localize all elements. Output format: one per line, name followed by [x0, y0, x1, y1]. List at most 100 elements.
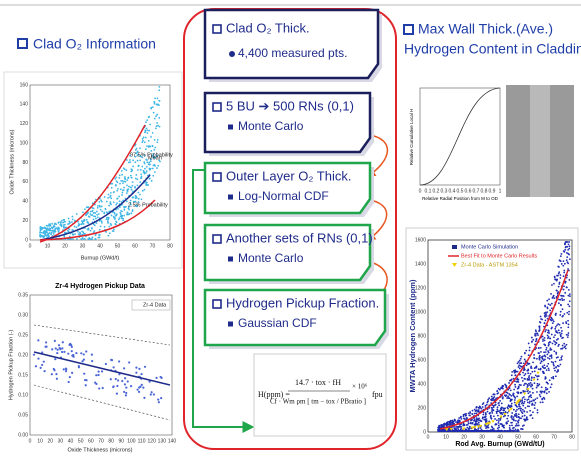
scatter-dot — [474, 430, 476, 432]
x-tick-label: 110 — [138, 438, 146, 444]
scatter-dot — [62, 341, 64, 343]
scatter-dot — [100, 209, 102, 211]
scatter-dot — [455, 426, 457, 428]
scatter-dot — [522, 372, 524, 374]
bullet-dot — [229, 51, 235, 57]
scatter-dot — [518, 416, 520, 418]
plot-area — [428, 240, 572, 432]
scatter-dot — [97, 205, 99, 207]
scatter-dot — [119, 217, 121, 219]
y-tick-label: 800 — [418, 333, 427, 339]
scatter-dot — [557, 345, 559, 347]
scatter-dot — [137, 389, 139, 391]
scatter-dot — [538, 330, 540, 332]
scatter-dot — [63, 221, 65, 223]
scatter-dot — [135, 372, 137, 374]
scatter-dot — [528, 379, 530, 381]
scatter-dot — [553, 336, 555, 338]
scatter-dot — [460, 429, 462, 431]
scatter-dot — [128, 214, 130, 216]
scatter-dot — [528, 343, 530, 345]
scatter-dot — [109, 203, 111, 205]
scatter-dot — [88, 227, 90, 229]
scatter-dot — [546, 365, 548, 367]
x-axis-label: Oxide Thickness (microns) — [68, 447, 133, 453]
scatter-dot — [537, 412, 539, 414]
scatter-dot — [537, 334, 539, 336]
scatter-dot — [154, 147, 156, 149]
scatter-dot — [493, 405, 495, 407]
scatter-dot — [543, 364, 545, 366]
scatter-dot — [115, 378, 117, 380]
x-tick-label: 40 — [497, 434, 503, 440]
scatter-dot — [529, 350, 531, 352]
scatter-dot — [468, 414, 470, 416]
scatter-dot — [467, 424, 469, 426]
scatter-dot — [511, 425, 513, 427]
scatter-dot — [468, 428, 470, 430]
scatter-dot — [561, 330, 563, 332]
scatter-dot — [121, 380, 123, 382]
scatter-dot — [551, 383, 553, 385]
scatter-dot — [141, 198, 143, 200]
scatter-dot — [476, 407, 478, 409]
scatter-dot — [71, 229, 73, 231]
scatter-dot — [549, 338, 551, 340]
chart-title: Zr-4 Hydrogen Pickup Data — [55, 283, 145, 290]
scatter-dot — [509, 428, 511, 430]
scatter-dot — [153, 165, 155, 167]
scatter-dot — [58, 221, 60, 223]
x-tick-label: 80 — [569, 434, 575, 440]
scatter-dot — [139, 159, 141, 161]
scatter-dot — [116, 202, 118, 204]
scatter-dot — [523, 369, 525, 371]
y-tick-label: 80 — [22, 160, 28, 166]
x-tick-label: 0 — [419, 188, 422, 194]
legend-label: Zr-4 Data — [143, 302, 167, 308]
scatter-dot — [56, 352, 58, 354]
scatter-dot — [141, 384, 143, 386]
scatter-dot — [151, 391, 153, 393]
scatter-dot — [513, 409, 515, 411]
scatter-dot — [135, 195, 137, 197]
scatter-dot — [107, 197, 109, 199]
scatter-dot — [157, 97, 159, 99]
scatter-dot — [563, 270, 565, 272]
y-tick-label: 1000 — [415, 309, 426, 315]
y-tick-label: 0.05 — [18, 412, 28, 418]
scatter-dot — [113, 228, 115, 230]
scatter-dot — [523, 384, 525, 386]
scatter-dot — [59, 348, 61, 350]
scatter-dot — [544, 340, 546, 342]
scatter-dot — [121, 170, 123, 172]
scatter-dot — [149, 178, 151, 180]
scatter-dot — [111, 359, 113, 361]
scatter-dot — [487, 400, 489, 402]
scatter-dot — [516, 381, 518, 383]
scatter-dot — [124, 176, 126, 178]
scatter-dot — [534, 367, 536, 369]
y-tick-label: 400 — [418, 381, 427, 387]
scatter-dot — [105, 208, 107, 210]
scatter-dot — [521, 356, 523, 358]
scatter-dot — [94, 238, 96, 240]
scatter-dot — [488, 430, 490, 432]
scatter-dot — [157, 165, 159, 167]
x-tick-label: 70 — [551, 434, 557, 440]
x-tick-label: 0.9 — [489, 188, 496, 194]
scatter-dot — [539, 355, 541, 357]
scatter-dot — [90, 211, 92, 213]
scatter-dot — [74, 226, 76, 228]
scatter-dot — [551, 357, 553, 359]
scatter-dot — [85, 384, 87, 386]
scatter-dot — [551, 303, 553, 305]
scatter-dot — [518, 366, 520, 368]
scatter-dot — [558, 286, 560, 288]
scatter-dot — [556, 324, 558, 326]
scatter-dot — [116, 393, 118, 395]
scatter-dot — [503, 409, 505, 411]
scatter-dot — [492, 427, 494, 429]
scatter-dot — [560, 327, 562, 329]
scatter-dot — [532, 417, 534, 419]
scatter-dot — [474, 413, 476, 415]
